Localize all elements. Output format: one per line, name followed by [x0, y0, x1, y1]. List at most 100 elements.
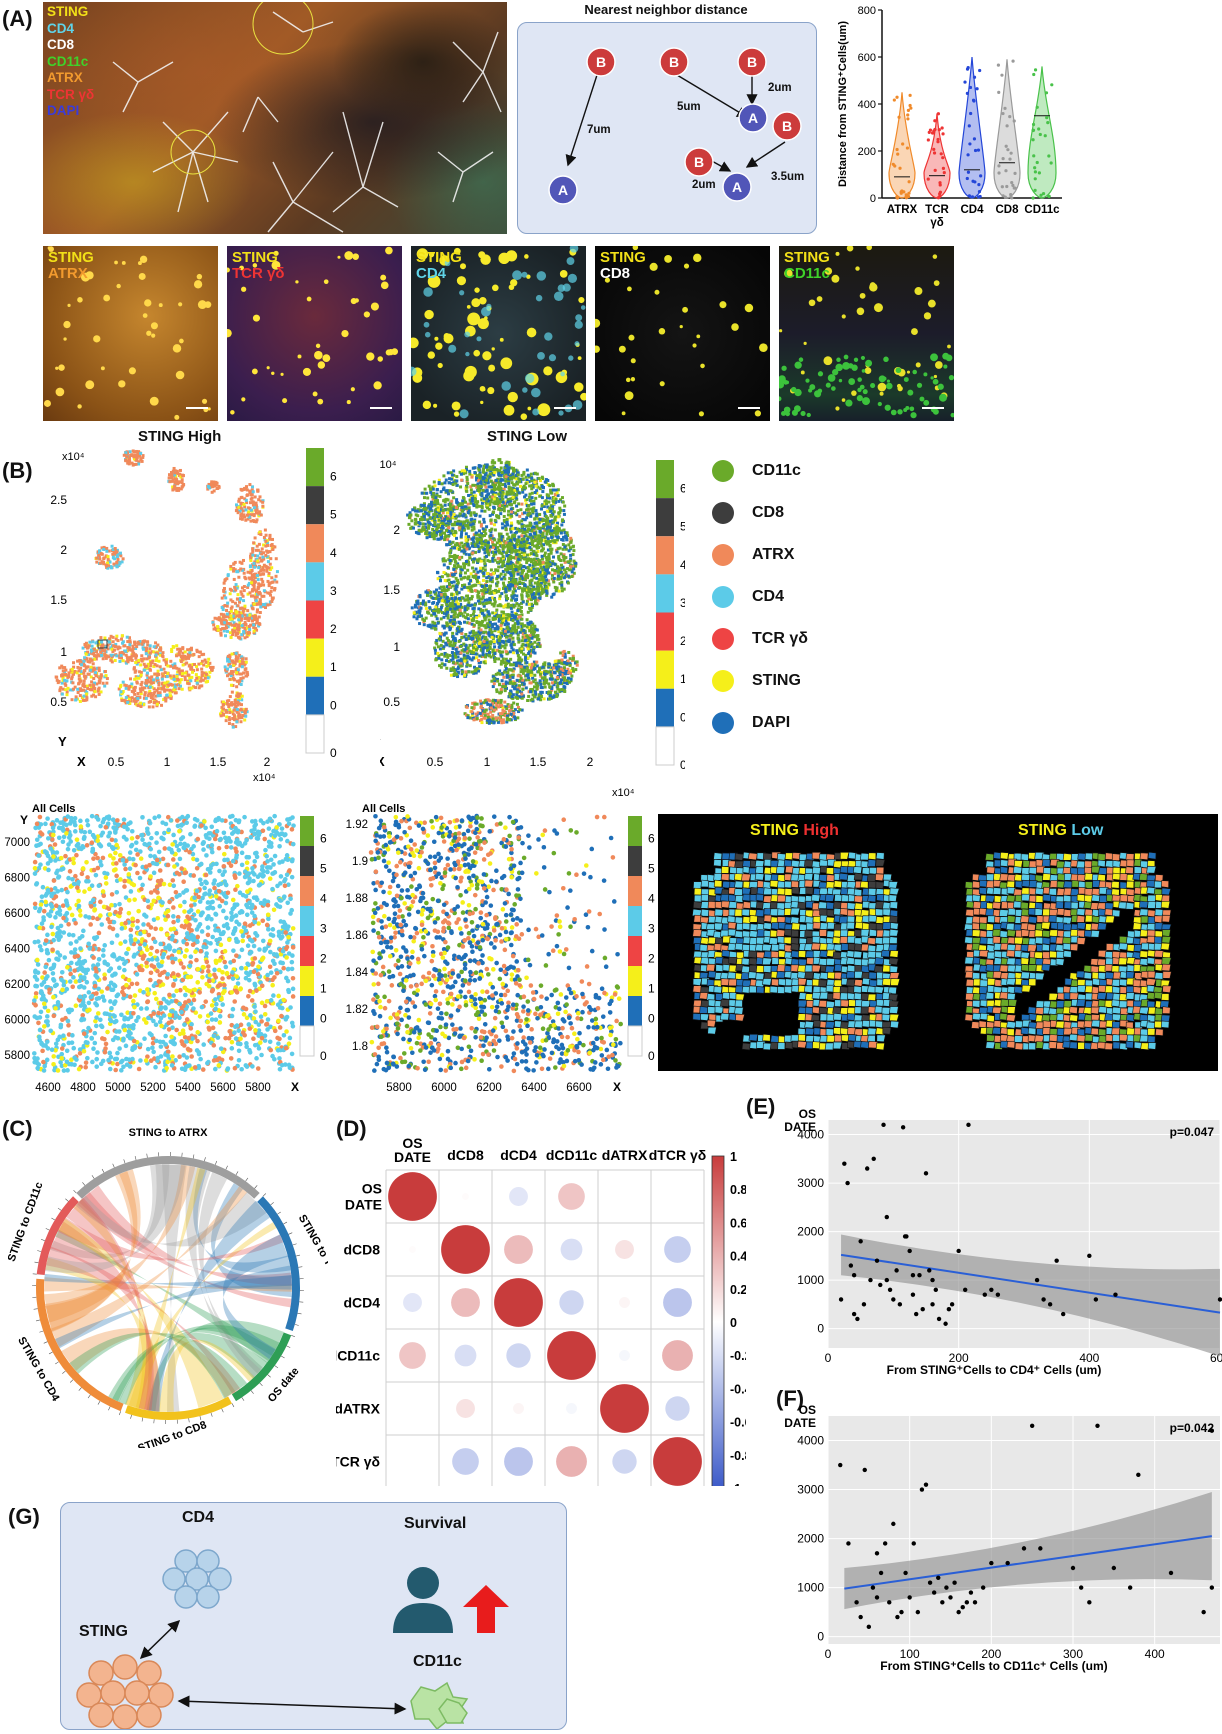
cell-dot [700, 364, 705, 369]
cd11c-dot [865, 360, 872, 367]
cell-mark [448, 540, 451, 543]
cell-mark [455, 588, 458, 591]
cell-mark [490, 568, 493, 571]
cell-mark [518, 577, 521, 580]
cell-mark [572, 545, 575, 548]
cell-mark [464, 536, 467, 539]
cell-dot [842, 398, 846, 402]
cell-dot [627, 287, 632, 292]
cell-mark [142, 640, 145, 643]
cell-mark [232, 562, 235, 565]
cell-mark [557, 500, 560, 503]
cell-mark [425, 530, 428, 533]
cell-mark [503, 515, 506, 518]
cell-mark [119, 552, 122, 555]
cell-mark [232, 726, 235, 729]
cell-mark [139, 702, 142, 705]
cd11c-dot [910, 412, 916, 418]
cell-mark [229, 598, 232, 601]
cell-mark [443, 518, 446, 521]
cell-mark [139, 687, 142, 690]
cell-mark [528, 603, 531, 606]
cell-mark [228, 722, 231, 725]
cell-mark [504, 475, 507, 478]
cd4-dot [574, 341, 579, 346]
cell-mark [251, 500, 254, 503]
x-tick-label: 1.5 [210, 755, 227, 769]
cell-mark [501, 494, 504, 497]
cell-mark [125, 455, 128, 458]
cell-mark [510, 522, 513, 525]
cell-mark [488, 503, 491, 506]
cell-mark [163, 684, 166, 687]
cell-dot [324, 279, 329, 284]
cell-mark [230, 636, 233, 639]
violin-point [933, 119, 936, 122]
cell-mark [245, 499, 248, 502]
cd11c-dot [781, 366, 786, 371]
cd11c-dot [835, 364, 843, 372]
cd11c-dot [938, 384, 944, 390]
cell-dot [452, 401, 461, 410]
cell-dot [434, 337, 438, 341]
cell-mark [126, 701, 129, 704]
cell-mark [208, 486, 211, 489]
cell-mark [100, 654, 103, 657]
scale-bar [186, 407, 208, 409]
cell-mark [533, 518, 536, 521]
cell-mark [251, 547, 254, 550]
cell-mark [199, 685, 202, 688]
cell-mark [133, 678, 136, 681]
cell-mark [484, 539, 487, 542]
cell-mark [466, 613, 469, 616]
cell-mark [445, 478, 448, 481]
cell-mark [226, 700, 229, 703]
panel-a-letter: (A) [2, 6, 33, 32]
cd11c-dot [896, 367, 902, 373]
cell-mark [91, 640, 94, 643]
cell-mark [504, 568, 507, 571]
cell-mark [136, 682, 139, 685]
cell-dot [322, 354, 330, 362]
cell-mark [526, 508, 529, 511]
cell-dot [699, 411, 704, 416]
cell-mark [78, 677, 81, 680]
cell-mark [421, 492, 424, 495]
cell-mark [257, 498, 260, 501]
cell-mark [501, 535, 504, 538]
cell-mark [111, 545, 114, 548]
cell-mark [510, 531, 513, 534]
cell-mark [160, 704, 163, 707]
cell-dot [880, 392, 884, 396]
tile-label-sting: STING [416, 250, 462, 266]
cell-mark [205, 680, 208, 683]
cell-mark [489, 519, 492, 522]
cd4-dot [459, 290, 464, 295]
cell-mark [470, 589, 473, 592]
cell-mark [482, 518, 485, 521]
cell-mark [485, 602, 488, 605]
cell-mark [131, 696, 134, 699]
cell-mark [169, 689, 172, 692]
violin-point [1010, 181, 1013, 184]
cell-mark [260, 583, 263, 586]
cell-mark [513, 469, 516, 472]
cell-mark [431, 495, 434, 498]
cell-mark [458, 556, 461, 559]
cell-mark [119, 554, 122, 557]
cell-dot [659, 328, 666, 335]
cell-mark [438, 519, 441, 522]
cell-mark [483, 559, 486, 562]
colorbar-label: 2 [330, 622, 337, 636]
cell-dot [129, 367, 136, 374]
cd11c-dot [854, 358, 858, 362]
cell-mark [252, 562, 255, 565]
cell-mark [243, 572, 246, 575]
cell-mark [450, 478, 453, 481]
cell-mark [513, 500, 516, 503]
violin-point [907, 192, 910, 195]
cell-mark [442, 474, 445, 477]
cell-mark [230, 684, 233, 687]
cell-mark [262, 569, 265, 572]
cell-mark [249, 578, 252, 581]
